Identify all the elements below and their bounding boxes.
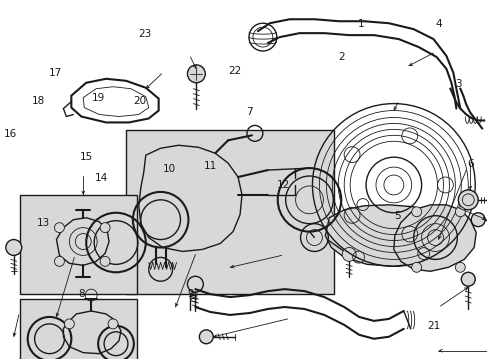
Circle shape	[187, 276, 203, 292]
Circle shape	[54, 256, 64, 266]
Text: 4: 4	[434, 18, 441, 28]
Circle shape	[470, 213, 484, 227]
Text: 5: 5	[393, 211, 400, 221]
Text: 13: 13	[37, 218, 50, 228]
Text: 20: 20	[133, 96, 146, 107]
Text: 19: 19	[92, 93, 105, 103]
Circle shape	[187, 65, 205, 83]
Polygon shape	[139, 145, 242, 251]
Polygon shape	[393, 205, 475, 271]
Bar	[20, 195, 137, 294]
Text: 22: 22	[228, 66, 241, 76]
Circle shape	[454, 207, 464, 217]
Text: 9: 9	[187, 289, 194, 299]
Circle shape	[54, 223, 64, 233]
Text: 18: 18	[32, 96, 45, 107]
Bar	[20, 299, 137, 360]
Circle shape	[100, 256, 110, 266]
Text: 10: 10	[163, 164, 176, 174]
Circle shape	[100, 223, 110, 233]
Text: 16: 16	[4, 129, 17, 139]
Circle shape	[411, 207, 421, 217]
Text: 6: 6	[466, 159, 472, 169]
Text: 14: 14	[95, 173, 108, 183]
Text: 15: 15	[80, 152, 93, 162]
Circle shape	[457, 190, 477, 210]
Polygon shape	[325, 205, 452, 266]
Polygon shape	[56, 218, 109, 265]
Circle shape	[64, 319, 74, 329]
Text: 17: 17	[48, 68, 62, 78]
Bar	[126, 130, 334, 294]
Text: 23: 23	[138, 28, 151, 39]
Circle shape	[342, 247, 355, 261]
Text: 12: 12	[276, 180, 289, 190]
Circle shape	[454, 262, 464, 272]
Text: 7: 7	[245, 107, 252, 117]
Text: 3: 3	[454, 78, 460, 89]
Text: 2: 2	[338, 52, 344, 62]
Circle shape	[460, 272, 474, 286]
Circle shape	[108, 319, 118, 329]
Text: 11: 11	[203, 161, 217, 171]
Text: 21: 21	[426, 321, 440, 332]
Text: 1: 1	[357, 18, 364, 28]
Polygon shape	[63, 311, 121, 354]
Circle shape	[411, 262, 421, 272]
Circle shape	[199, 330, 213, 344]
Circle shape	[6, 239, 21, 255]
Text: 8: 8	[79, 289, 85, 299]
